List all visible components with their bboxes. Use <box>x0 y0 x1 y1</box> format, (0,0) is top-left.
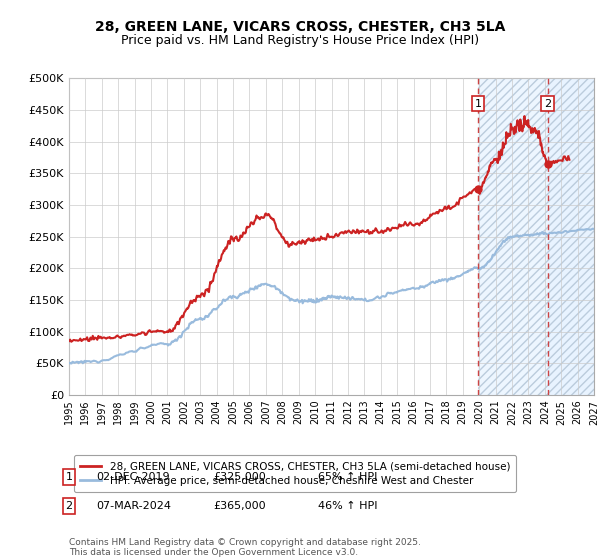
Bar <box>478 78 594 395</box>
Text: 46% ↑ HPI: 46% ↑ HPI <box>318 501 377 511</box>
Text: 1: 1 <box>65 472 73 482</box>
Text: £325,000: £325,000 <box>213 472 266 482</box>
Text: Contains HM Land Registry data © Crown copyright and database right 2025.
This d: Contains HM Land Registry data © Crown c… <box>69 538 421 557</box>
Text: 02-DEC-2019: 02-DEC-2019 <box>96 472 170 482</box>
Legend: 28, GREEN LANE, VICARS CROSS, CHESTER, CH3 5LA (semi-detached house), HPI: Avera: 28, GREEN LANE, VICARS CROSS, CHESTER, C… <box>74 455 517 492</box>
Text: 2: 2 <box>65 501 73 511</box>
Text: 07-MAR-2024: 07-MAR-2024 <box>96 501 171 511</box>
Text: 2: 2 <box>544 99 551 109</box>
Text: Price paid vs. HM Land Registry's House Price Index (HPI): Price paid vs. HM Land Registry's House … <box>121 34 479 46</box>
Bar <box>548 78 594 395</box>
Bar <box>478 78 594 395</box>
Text: 65% ↑ HPI: 65% ↑ HPI <box>318 472 377 482</box>
Text: 1: 1 <box>475 99 481 109</box>
Text: 28, GREEN LANE, VICARS CROSS, CHESTER, CH3 5LA: 28, GREEN LANE, VICARS CROSS, CHESTER, C… <box>95 20 505 34</box>
Text: £365,000: £365,000 <box>213 501 266 511</box>
